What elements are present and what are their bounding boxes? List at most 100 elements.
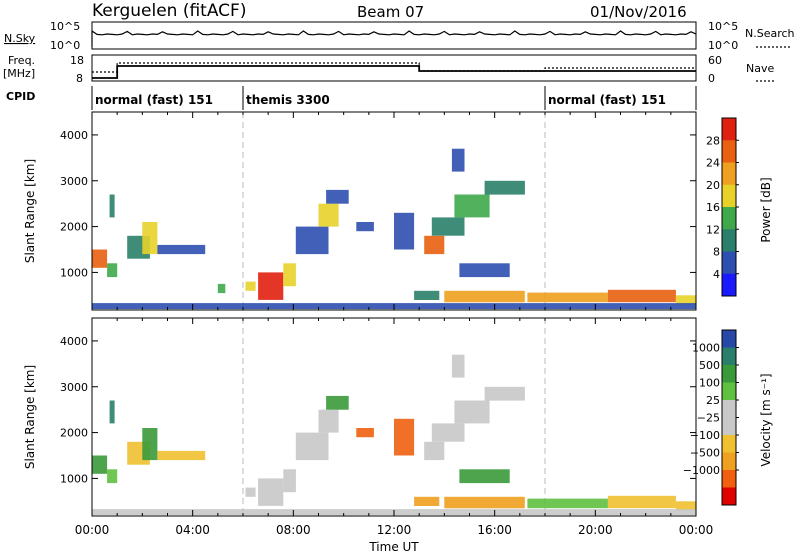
power-colorbar-cell xyxy=(722,118,736,141)
cpid-segment-label: normal (fast) 151 xyxy=(548,93,666,107)
velocity-colorbar-tick: −100 xyxy=(690,429,720,442)
y-tick-label: 1000 xyxy=(60,266,88,279)
freq-unit-label: [MHz] xyxy=(3,67,35,80)
scatter-patch xyxy=(92,249,108,268)
scatter-patch xyxy=(414,496,440,506)
freq-tick-top: 18 xyxy=(70,54,84,67)
velocity-colorbar-cell xyxy=(722,400,736,418)
scatter-patch xyxy=(356,222,374,232)
scatter-patch xyxy=(245,281,256,291)
scatter-patch xyxy=(258,478,284,506)
x-tick-label: 00:00 xyxy=(679,523,714,537)
scatter-patch xyxy=(295,432,329,461)
scatter-patch xyxy=(258,272,284,300)
scatter-patch xyxy=(414,290,440,300)
x-tick-label: 20:00 xyxy=(578,523,613,537)
date-title: 01/Nov/2016 xyxy=(590,3,687,21)
x-tick-label: 08:00 xyxy=(276,523,311,537)
scatter-patch xyxy=(451,148,465,172)
scatter-patch xyxy=(607,495,676,509)
velocity-colorbar-cell xyxy=(722,382,736,401)
y-tick-label: 3000 xyxy=(60,381,88,394)
freq-panel: Freq. [MHz] 18 8 60 0 Nave xyxy=(3,54,776,85)
velocity-panel: 1000 2000 3000 4000 Slant Range [km] xyxy=(23,317,697,517)
power-plot-area xyxy=(92,112,696,310)
y-tick-label: 4000 xyxy=(60,129,88,142)
nsearch-label: N.Search xyxy=(745,27,795,40)
scatter-patch xyxy=(424,235,445,255)
scatter-patch xyxy=(459,469,510,484)
scatter-patch xyxy=(295,226,329,255)
freq-label: Freq. xyxy=(8,54,35,67)
velocity-colorbar-cell xyxy=(722,487,736,506)
scatter-patch xyxy=(157,244,206,255)
y-tick-label: 3000 xyxy=(60,175,88,188)
velocity-colorbar-cell xyxy=(722,365,736,383)
velocity-colorbar-tick: 1000 xyxy=(692,342,720,355)
x-tick-label: 00:00 xyxy=(75,523,110,537)
y-tick-label: 2000 xyxy=(60,221,88,234)
power-colorbar-tick: 16 xyxy=(706,201,720,214)
power-colorbar-tick: 24 xyxy=(706,157,720,170)
power-colorbar-cell xyxy=(722,162,736,186)
nave-label: Nave xyxy=(746,62,774,75)
nsearch-tick-top: 10^5 xyxy=(708,20,738,33)
scatter-patch xyxy=(444,496,525,509)
x-tick-label: 04:00 xyxy=(175,523,210,537)
nsky-label: N.Sky xyxy=(4,32,36,45)
scatter-patch xyxy=(484,386,525,401)
power-ylabel: Slant Range [km] xyxy=(23,159,37,263)
power-colorbar-tick: 8 xyxy=(713,246,720,259)
scatter-patch xyxy=(431,217,465,236)
scatter-patch xyxy=(607,289,676,303)
power-colorbar-tick: 4 xyxy=(713,268,720,281)
scatter-patch xyxy=(675,295,696,305)
power-colorbar: Power [dB] 28 24 20 16 12 8 4 xyxy=(706,117,773,297)
velocity-ylabel: Slant Range [km] xyxy=(23,365,37,469)
scatter-patch xyxy=(107,263,118,278)
scatter-patch xyxy=(142,428,158,461)
x-tick-label: 12:00 xyxy=(377,523,412,537)
scatter-patch xyxy=(326,395,349,410)
beam-title: Beam 07 xyxy=(357,3,424,21)
scatter-patch xyxy=(326,189,349,204)
y-tick-label: 4000 xyxy=(60,335,88,348)
scatter-patch xyxy=(356,428,374,438)
scatter-patch xyxy=(394,418,415,456)
cpid-segment-label: themis 3300 xyxy=(246,93,330,107)
nsky-tick-bottom: 10^0 xyxy=(50,39,80,52)
scatter-patch xyxy=(424,441,445,461)
velocity-colorbar-cell xyxy=(722,347,736,366)
velocity-colorbar-tick: 100 xyxy=(699,377,720,390)
power-colorbar-tick: 28 xyxy=(706,134,720,147)
velocity-colorbar: Velocity [m s⁻¹] 1000 500 100 25 −25 −100 −500… xyxy=(683,329,773,506)
x-tick-label: 16:00 xyxy=(477,523,512,537)
power-colorbar-label: Power [dB] xyxy=(759,177,773,242)
power-panel: 1000 2000 3000 4000 Slant Range [km] xyxy=(23,111,697,311)
velocity-colorbar-tick: 25 xyxy=(706,394,720,407)
scatter-patch xyxy=(217,283,226,294)
power-colorbar-cell xyxy=(722,140,736,163)
nave-line xyxy=(92,62,696,73)
nsearch-tick-bottom: 10^0 xyxy=(708,39,738,52)
velocity-colorbar-tick: −500 xyxy=(690,447,720,460)
cpid-label: CPID xyxy=(6,90,35,103)
power-colorbar-cell xyxy=(722,251,736,275)
cpid-row: CPID normal (fast) 151 themis 3300 normal … xyxy=(6,86,697,110)
scatter-patch xyxy=(283,263,296,287)
scatter-patch xyxy=(459,263,510,278)
freq-tick-bottom: 8 xyxy=(76,72,83,85)
power-colorbar-tick: 12 xyxy=(706,223,720,236)
scatter-patch xyxy=(107,469,118,484)
scatter-patch xyxy=(444,290,525,303)
velocity-colorbar-cell xyxy=(722,417,736,436)
scatter-patch xyxy=(318,203,339,227)
y-tick-label: 2000 xyxy=(60,427,88,440)
station-title: Kerguelen (fitACF) xyxy=(92,1,246,21)
nave-tick-top: 60 xyxy=(708,54,722,67)
scatter-patch xyxy=(318,409,339,433)
scatter-patch xyxy=(245,487,256,497)
velocity-colorbar-cell xyxy=(722,470,736,488)
time-axis: 00:00 04:00 08:00 12:00 16:00 20:00 00:00 xyxy=(75,523,714,537)
